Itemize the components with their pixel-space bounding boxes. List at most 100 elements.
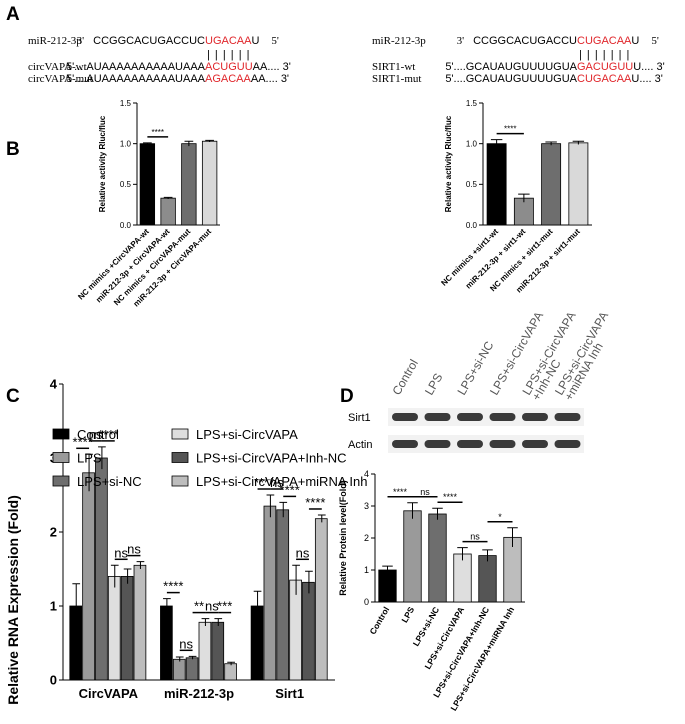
blot-band [522, 440, 548, 448]
y-axis-label: Relative activity Rluc/fluc [98, 115, 107, 212]
error-bar [317, 514, 326, 523]
error-bar [253, 590, 262, 621]
significance-label: ns [470, 532, 480, 542]
significance-label: **** [152, 128, 164, 137]
bar [568, 142, 589, 226]
error-bar [432, 507, 443, 520]
lane-label: Control [389, 357, 420, 398]
y-tick-label: 1.5 [466, 99, 478, 108]
strand-end: 3' [77, 35, 85, 47]
sequence: 5'....AUAAAAAAAAAAUAAA [66, 73, 206, 85]
legend-swatch [171, 475, 189, 487]
legend-swatch [52, 428, 70, 440]
legend-label: LPS+si-CircVAPA+miRNA Inh [196, 474, 367, 489]
significance-label: **** [305, 495, 325, 510]
y-axis-label: Relative RNA Expression (Fold) [5, 495, 21, 705]
legend-swatch [171, 428, 189, 440]
x-tick-label: CircVAPA [79, 686, 139, 701]
error-bar [545, 141, 557, 146]
binding-site: CUGACAA [577, 73, 632, 85]
legend-swatch [52, 475, 70, 487]
strand-end: 3' [457, 35, 465, 47]
bar [289, 579, 302, 681]
panel-label: D [340, 386, 354, 407]
bar [486, 143, 507, 226]
blot-band [457, 440, 483, 448]
error-bar [482, 549, 493, 562]
sequence: AA.... 3' [251, 73, 289, 85]
y-tick-label: 2 [364, 533, 369, 543]
binding-site: AGACAA [205, 73, 252, 85]
error-bar [382, 565, 393, 574]
legend-swatch [171, 452, 189, 463]
blot-row-label: Sirt1 [348, 412, 371, 424]
bar [172, 658, 186, 681]
bar [160, 605, 173, 681]
blot-band [457, 413, 483, 421]
blot-row-label: Actin [348, 439, 372, 451]
significance-label: **** [393, 487, 408, 497]
bar [428, 513, 447, 603]
y-tick-label: 1 [50, 599, 57, 614]
error-bar [279, 501, 288, 518]
bar [107, 576, 121, 681]
bar [133, 564, 147, 681]
significance-label: ns [205, 599, 219, 614]
x-tick-label: Sirt1 [275, 686, 304, 701]
bar [263, 505, 277, 681]
target-label: circVAPA-mut [28, 73, 93, 85]
seed-site: CUGACAA [577, 35, 632, 47]
binding-site: ACUGUU [205, 61, 253, 73]
bar [403, 510, 422, 603]
significance-label: **** [73, 434, 93, 449]
blot-band [554, 413, 581, 421]
bar [302, 581, 315, 681]
legend-label: LPS+si-NC [77, 474, 142, 489]
x-tick-label: Control [367, 605, 391, 636]
target-label: circVAPA-wt [28, 61, 87, 73]
error-bar [490, 139, 503, 148]
sequence: 5'....GCAUAUGUUUUGUA [445, 73, 577, 85]
blot-strip [388, 408, 584, 426]
significance-label: **** [280, 482, 300, 497]
significance-label: ns [296, 545, 310, 560]
pairing: ||||||| [579, 49, 629, 61]
error-bar [507, 527, 518, 547]
sequence: 5'....GCAUAUGUUUUGUA [445, 61, 577, 73]
error-bar [72, 583, 81, 629]
legend-label: Control [77, 427, 119, 442]
binding-site: GACUGUU [577, 61, 633, 73]
sequence: 5'....AUAAAAAAAAAAUAAA [66, 61, 206, 73]
seed-site: UGACAA [205, 35, 252, 47]
panel-label: A [6, 4, 20, 25]
y-tick-label: 2 [50, 525, 57, 540]
error-bar [163, 196, 173, 199]
error-bar [123, 568, 132, 584]
sequence: CCGGCACUGACCU [473, 35, 577, 47]
target-label: SIRT1-wt [372, 61, 415, 73]
error-bar [136, 561, 145, 569]
sequence: CCGGCACUGACCUC [93, 35, 205, 47]
sequence: U [251, 35, 259, 47]
significance-label: ** [194, 599, 204, 614]
legend-label: LPS [77, 451, 102, 466]
error-bar [98, 446, 106, 470]
blot-band [424, 440, 451, 448]
error-bar [163, 598, 171, 614]
significance-label: ns [270, 475, 284, 490]
blot-band [489, 413, 516, 421]
sequence: U [631, 35, 639, 47]
error-bar [227, 661, 235, 666]
bar [453, 553, 472, 603]
y-tick-label: 1 [364, 565, 369, 575]
bar [314, 518, 328, 681]
legend-label: LPS+si-CircVAPA [196, 427, 298, 442]
significance-label: ns [420, 487, 430, 497]
y-tick-label: 1.0 [120, 139, 132, 148]
legend-label: LPS+si-CircVAPA+Inh-NC [196, 451, 347, 466]
bar [198, 621, 212, 681]
significance-label: ns [114, 545, 128, 560]
y-tick-label: 3 [364, 501, 369, 511]
lane-label-line: Control [389, 357, 420, 398]
